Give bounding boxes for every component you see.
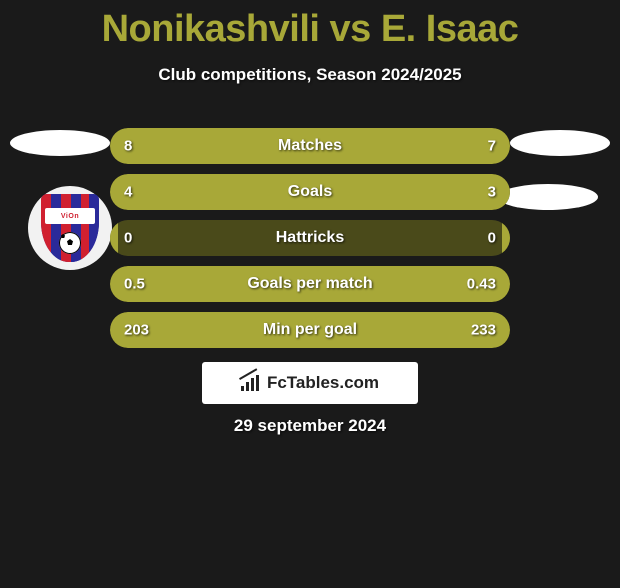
- club-badge: ViOn: [28, 186, 112, 270]
- stat-row: 00Hattricks: [110, 220, 510, 256]
- stat-row: 87Matches: [110, 128, 510, 164]
- date-text: 29 september 2024: [0, 416, 620, 436]
- stat-label: Goals per match: [110, 275, 510, 293]
- brand-box: FcTables.com: [202, 362, 418, 404]
- football-icon: [59, 232, 81, 254]
- brand-text: FcTables.com: [267, 373, 379, 393]
- shield-icon: ViOn: [41, 194, 99, 262]
- stat-label: Hattricks: [110, 229, 510, 247]
- right-team-ellipse-2: [498, 184, 598, 210]
- subtitle: Club competitions, Season 2024/2025: [0, 65, 620, 85]
- stat-label: Goals: [110, 183, 510, 201]
- barchart-icon: [241, 375, 261, 391]
- stat-row: 43Goals: [110, 174, 510, 210]
- stat-row: 0.50.43Goals per match: [110, 266, 510, 302]
- stat-row: 203233Min per goal: [110, 312, 510, 348]
- stat-label: Matches: [110, 137, 510, 155]
- right-team-ellipse: [510, 130, 610, 156]
- stat-label: Min per goal: [110, 321, 510, 339]
- left-team-ellipse: [10, 130, 110, 156]
- page-title: Nonikashvili vs E. Isaac: [0, 8, 620, 51]
- badge-band-text: ViOn: [45, 208, 95, 224]
- stats-bars: 87Matches 43Goals 00Hattricks 0.50.43Goals …: [110, 128, 510, 358]
